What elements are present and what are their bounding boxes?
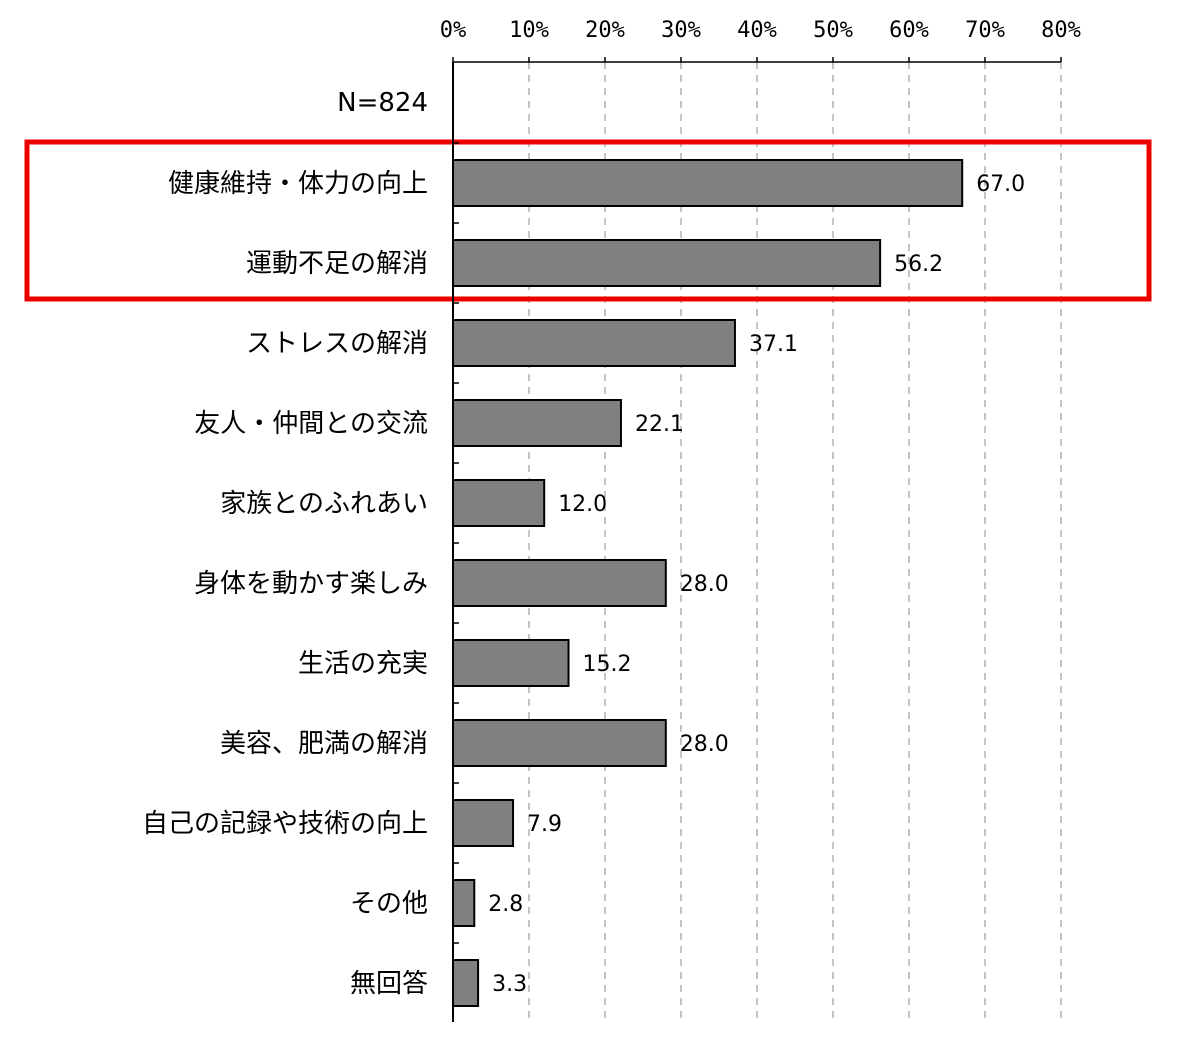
bar (452, 879, 476, 927)
data-label: 2.8 (488, 892, 523, 917)
bar (452, 239, 882, 287)
x-tick-label: 20% (585, 18, 625, 43)
data-label: 56.2 (894, 252, 943, 277)
category-label: 運動不足の解消 (246, 249, 428, 279)
bars (452, 159, 964, 1007)
x-tick-label: 50% (813, 18, 853, 43)
x-tick-label: 80% (1041, 18, 1081, 43)
category-labels: 健康維持・体力の向上運動不足の解消ストレスの解消友人・仲間との交流家族とのふれあ… (142, 169, 428, 999)
sample-size-label: N=824 (337, 88, 428, 118)
category-label: 家族とのふれあい (220, 489, 428, 519)
bar (452, 639, 570, 687)
data-label: 3.3 (492, 972, 527, 997)
bar (452, 319, 736, 367)
data-label: 15.2 (583, 652, 632, 677)
category-label: ストレスの解消 (246, 329, 428, 359)
x-tick-label: 40% (737, 18, 777, 43)
highlight-rectangle (24, 139, 1152, 302)
data-label: 67.0 (976, 172, 1025, 197)
x-axis-ticks: 0% 10% 20% 30% 40% 50% 60% 70% 80% (440, 18, 1081, 63)
y-axis (452, 62, 459, 1022)
x-tick-label: 30% (661, 18, 701, 43)
bar (452, 959, 480, 1007)
x-tick-label: 60% (889, 18, 929, 43)
data-label: 7.9 (527, 812, 562, 837)
bar (452, 479, 546, 527)
category-label: 生活の充実 (298, 649, 428, 679)
bar (452, 719, 667, 767)
category-label: 美容、肥満の解消 (220, 729, 428, 759)
gridlines (528, 62, 1062, 1022)
bar (452, 399, 622, 447)
category-label: その他 (350, 889, 428, 919)
data-label: 28.0 (680, 572, 729, 597)
bar (452, 159, 964, 207)
category-label: 自己の記録や技術の向上 (142, 809, 428, 839)
bar (452, 559, 667, 607)
value-labels: 67.0 56.2 37.1 22.1 12.0 28.0 15.2 28.0 7.9 2.8 3.… (488, 172, 1025, 997)
x-tick-label: 70% (965, 18, 1005, 43)
data-label: 37.1 (749, 332, 798, 357)
category-label: 無回答 (350, 969, 428, 999)
x-tick-label: 0% (440, 18, 467, 43)
highlight-box (24, 139, 1152, 302)
bar (452, 799, 515, 847)
data-label: 12.0 (558, 492, 607, 517)
category-label: 健康維持・体力の向上 (168, 169, 428, 199)
data-label: 28.0 (680, 732, 729, 757)
category-label: 友人・仲間との交流 (194, 409, 428, 439)
data-label: 22.1 (635, 412, 684, 437)
category-label: 身体を動かす楽しみ (194, 569, 428, 599)
x-tick-label: 10% (509, 18, 549, 43)
